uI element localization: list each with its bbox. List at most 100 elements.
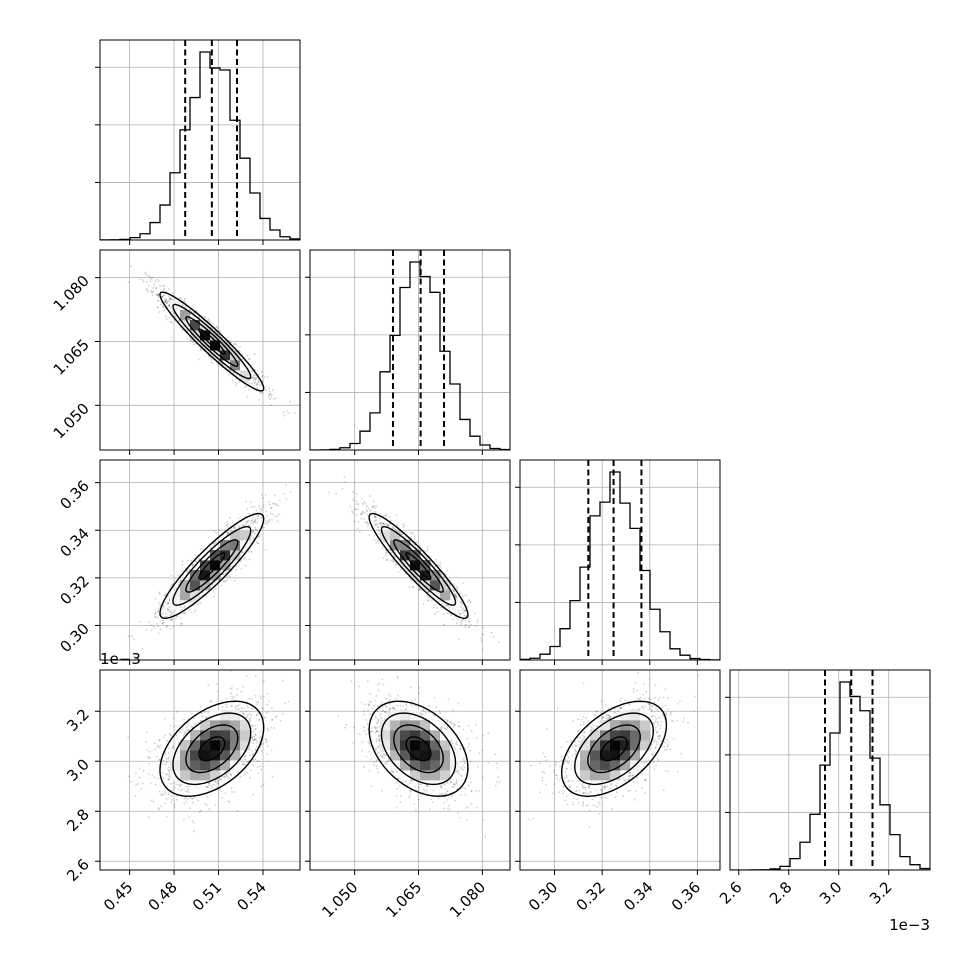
- sample-point: [169, 298, 171, 300]
- sample-point: [482, 626, 485, 629]
- sample-point: [373, 515, 376, 518]
- sample-point: [221, 775, 224, 778]
- sample-point: [258, 381, 260, 383]
- sample-point: [174, 315, 177, 317]
- sample-point: [385, 552, 388, 554]
- sample-point: [676, 720, 678, 722]
- sample-point: [608, 716, 611, 719]
- sample-point: [170, 298, 172, 301]
- sample-point: [373, 539, 376, 541]
- sample-point: [581, 782, 584, 785]
- sample-point: [148, 762, 151, 765]
- sample-point: [268, 503, 271, 506]
- sample-point: [252, 377, 255, 380]
- density-cell: [430, 750, 441, 761]
- sample-point: [241, 707, 244, 710]
- sample-point: [565, 774, 568, 777]
- sample-point: [197, 358, 200, 361]
- sample-point: [400, 531, 403, 534]
- contour-line: [185, 724, 239, 774]
- sample-point: [366, 522, 368, 524]
- sample-point: [443, 727, 446, 729]
- sample-point: [482, 776, 484, 779]
- axis-frame: [309, 249, 511, 451]
- sample-point: [375, 730, 378, 732]
- sample-point: [250, 769, 253, 771]
- density-cell: [440, 730, 451, 741]
- density-cell: [230, 350, 241, 361]
- sample-point: [249, 776, 252, 779]
- sample-point: [382, 753, 385, 755]
- sample-point: [457, 721, 460, 723]
- sample-point: [254, 376, 257, 379]
- sample-point: [616, 782, 619, 785]
- sample-point: [619, 699, 622, 702]
- sample-point: [475, 806, 478, 809]
- sample-point: [462, 769, 465, 771]
- sample-point: [360, 513, 362, 515]
- sample-point: [137, 783, 140, 785]
- density-cell: [400, 710, 411, 721]
- sample-point: [260, 508, 263, 511]
- sample-point: [373, 725, 376, 728]
- density-cell: [200, 730, 211, 741]
- sample-point: [590, 726, 593, 729]
- sample-point: [616, 785, 618, 787]
- sample-point: [257, 381, 260, 383]
- sample-point: [212, 784, 215, 786]
- sample-point: [213, 530, 216, 532]
- sample-point: [225, 703, 228, 706]
- x-tick-label: 3.0: [816, 878, 846, 908]
- sample-point: [248, 512, 250, 515]
- density-cell: [230, 750, 241, 761]
- sample-point: [460, 605, 462, 608]
- sample-point: [165, 615, 168, 618]
- sample-point: [247, 760, 250, 763]
- sample-point: [248, 718, 251, 720]
- sample-point: [168, 304, 170, 306]
- sample-point: [166, 625, 169, 628]
- sample-point: [250, 520, 253, 523]
- sample-point: [261, 375, 263, 378]
- density-cell: [210, 560, 221, 571]
- sample-point: [152, 800, 155, 803]
- sample-point: [175, 798, 178, 801]
- sample-point: [288, 400, 291, 403]
- sample-point: [345, 723, 348, 726]
- sample-point: [268, 393, 271, 395]
- axis-frame: [99, 669, 301, 871]
- density-map: [380, 530, 461, 611]
- sample-point: [397, 778, 400, 780]
- sample-point: [256, 714, 258, 717]
- density-cell: [580, 770, 591, 781]
- sample-point: [385, 514, 388, 517]
- sample-point: [191, 797, 194, 800]
- sample-point: [184, 612, 187, 615]
- sample-point: [258, 736, 261, 739]
- sample-point: [228, 516, 231, 519]
- sample-point: [466, 819, 468, 821]
- sample-point: [392, 527, 395, 530]
- sample-point: [165, 300, 168, 302]
- sample-point: [440, 726, 443, 729]
- sample-point: [252, 759, 255, 761]
- sample-point: [469, 601, 472, 603]
- sample-point: [185, 800, 188, 803]
- sample-point: [257, 542, 260, 545]
- sample-point: [379, 754, 382, 756]
- sample-point: [654, 684, 657, 687]
- sample-point: [353, 726, 355, 729]
- sample-point: [184, 305, 187, 308]
- sample-point: [574, 752, 577, 755]
- sample-point: [382, 557, 385, 559]
- sample-point: [374, 726, 377, 729]
- sample-point: [374, 511, 377, 514]
- sample-point: [251, 737, 254, 739]
- sample-point: [251, 506, 254, 509]
- sample-point: [582, 800, 585, 803]
- sample-point: [230, 705, 233, 708]
- sample-point: [456, 622, 458, 625]
- sample-point: [600, 796, 603, 799]
- sample-point: [157, 280, 160, 282]
- sample-point: [172, 745, 175, 747]
